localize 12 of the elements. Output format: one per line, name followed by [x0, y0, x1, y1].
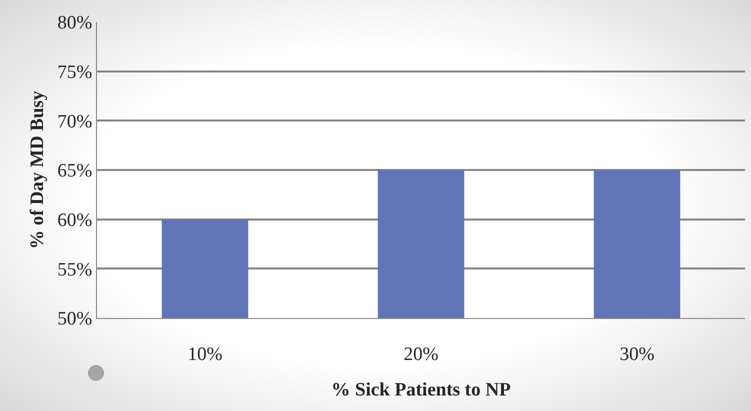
y-tick-label: 75%: [57, 62, 92, 83]
x-tick-label: 30%: [620, 344, 655, 365]
y-tick-label: 50%: [57, 308, 92, 330]
x-tick-label: 10%: [188, 344, 223, 365]
x-axis-title: % Sick Patients to NP: [331, 380, 512, 401]
y-tick-label: 70%: [57, 111, 92, 132]
y-tick-label: 55%: [57, 259, 92, 280]
y-tick-label: 65%: [57, 160, 92, 182]
y-tick-label: 60%: [57, 210, 92, 231]
y-axis-title: % of Day MD Busy: [27, 90, 48, 250]
y-tick-label: 80%: [57, 12, 92, 34]
x-tick-label: 20%: [404, 344, 439, 365]
